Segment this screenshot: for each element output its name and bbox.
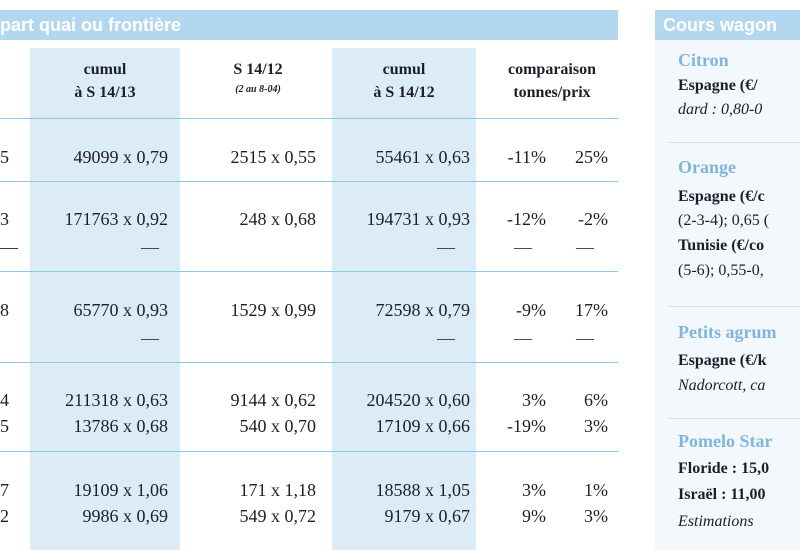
section-divider	[668, 418, 800, 419]
table-cell: 2515 x 0,55	[230, 147, 317, 167]
table-cell: 5	[0, 416, 9, 436]
table-cell: 9986 x 0,69	[82, 506, 169, 526]
table-cell: -2%	[578, 209, 608, 229]
table-cell: —	[576, 237, 594, 257]
table-cell: -9%	[516, 300, 546, 320]
column-header-line: à S 14/12	[373, 84, 435, 101]
section-line: Estimations	[678, 513, 754, 530]
column-header-line: à S 14/13	[74, 84, 136, 101]
column-header-line: cumul	[382, 61, 426, 78]
shaded-column-cumul-12	[332, 48, 476, 550]
table-cell: 194731 x 0,93	[366, 209, 471, 229]
column-header-line: tonnes/prix	[513, 84, 591, 101]
section-title: Pomelo Star	[678, 431, 773, 451]
table-cell: -12%	[507, 209, 546, 229]
table-cell: 55461 x 0,63	[375, 147, 471, 167]
section-line: Israël : 11,00	[678, 486, 766, 503]
section-divider	[668, 142, 800, 143]
section-line: Espagne (€/c	[678, 188, 765, 205]
column-header-week: S 14/12 (2 au 8-04)	[188, 58, 328, 99]
table-cell: -11%	[507, 147, 546, 167]
section-line: Tunisie (€/co	[678, 237, 765, 254]
right-panel-background	[655, 40, 800, 550]
table-cell: —	[576, 328, 594, 348]
table-cell: —	[141, 237, 159, 257]
table-cell: 1529 x 0,99	[230, 300, 317, 320]
column-header-cumul-12: cumul à S 14/12	[332, 58, 476, 104]
section-divider	[668, 306, 800, 307]
table-cell: 3%	[584, 416, 608, 436]
section-title: Citron	[678, 50, 729, 70]
table-cell: 9144 x 0,62	[230, 390, 317, 410]
column-header-note: (2 au 8-04)	[235, 84, 281, 95]
table-header-band: part quai ou frontière	[0, 10, 618, 40]
section-line: (5-6); 0,55-0,	[678, 262, 764, 279]
table-cell: 540 x 0,70	[239, 416, 317, 436]
table-cell: 4	[0, 390, 9, 410]
section-line: Espagne (€/k	[678, 352, 767, 369]
table-cell: 3%	[522, 480, 546, 500]
column-header-line: cumul	[83, 61, 127, 78]
table-cell: 72598 x 0,79	[375, 300, 471, 320]
table-cell: —	[514, 237, 532, 257]
section-title: Orange	[678, 157, 736, 177]
table-cell: 2	[0, 506, 9, 526]
table-cell: 3	[0, 209, 9, 229]
section-line: dard : 0,80-0	[678, 101, 763, 118]
table-cell: 211318 x 0,63	[65, 390, 168, 410]
column-header-line: comparaison	[508, 61, 596, 78]
table-cell: 248 x 0,68	[239, 209, 317, 229]
row-divider	[0, 362, 618, 363]
row-divider	[0, 271, 618, 272]
table-cell: -19%	[507, 416, 546, 436]
table-cell: 9179 x 0,67	[384, 506, 471, 526]
table-cell: 3%	[584, 506, 608, 526]
column-header-cumul-13: cumul à S 14/13	[30, 58, 180, 104]
table-cell: 171 x 1,18	[239, 480, 317, 500]
table-cell: —	[437, 328, 455, 348]
table-cell: 17%	[575, 300, 608, 320]
row-divider	[0, 451, 618, 452]
section-line: (2-3-4); 0,65 (	[678, 212, 770, 229]
table-cell: 49099 x 0,79	[73, 147, 169, 167]
table-title: part quai ou frontière	[0, 15, 182, 35]
table-cell: 25%	[575, 147, 608, 167]
table-cell: 6%	[584, 390, 608, 410]
table-cell: 19109 x 1,06	[73, 480, 169, 500]
table-cell: 65770 x 0,93	[73, 300, 169, 320]
table-cell: 7	[0, 480, 9, 500]
section-line: Espagne (€/	[678, 77, 758, 94]
shaded-column-cumul-13	[30, 48, 180, 550]
table-cell: 1%	[584, 480, 608, 500]
table-cell: 549 x 0,72	[239, 506, 317, 526]
table-cell: 204520 x 0,60	[366, 390, 471, 410]
table-cell: —	[141, 328, 159, 348]
column-header-line: S 14/12	[233, 61, 283, 78]
table-cell: 3%	[522, 390, 546, 410]
section-title: Petits agrum	[678, 322, 777, 342]
right-panel-header-band: Cours wagon	[655, 10, 800, 40]
table-cell: 8	[0, 300, 9, 320]
table-cell: 171763 x 0,92	[64, 209, 169, 229]
right-panel-title: Cours wagon	[663, 15, 778, 35]
table-cell: —	[0, 237, 18, 257]
table-cell: 9%	[522, 506, 546, 526]
table-cell: 5	[0, 147, 9, 167]
table-cell: 13786 x 0,68	[73, 416, 169, 436]
table-cell: —	[437, 237, 455, 257]
table-cell: —	[514, 328, 532, 348]
section-line: Floride : 15,0	[678, 460, 770, 477]
column-header-comparison: comparaison tonnes/prix	[486, 58, 618, 104]
table-cell: 17109 x 0,66	[375, 416, 471, 436]
row-divider	[0, 118, 618, 119]
section-line: Nadorcott, ca	[678, 377, 766, 394]
table-cell: 18588 x 1,05	[375, 480, 471, 500]
row-divider	[0, 181, 618, 182]
